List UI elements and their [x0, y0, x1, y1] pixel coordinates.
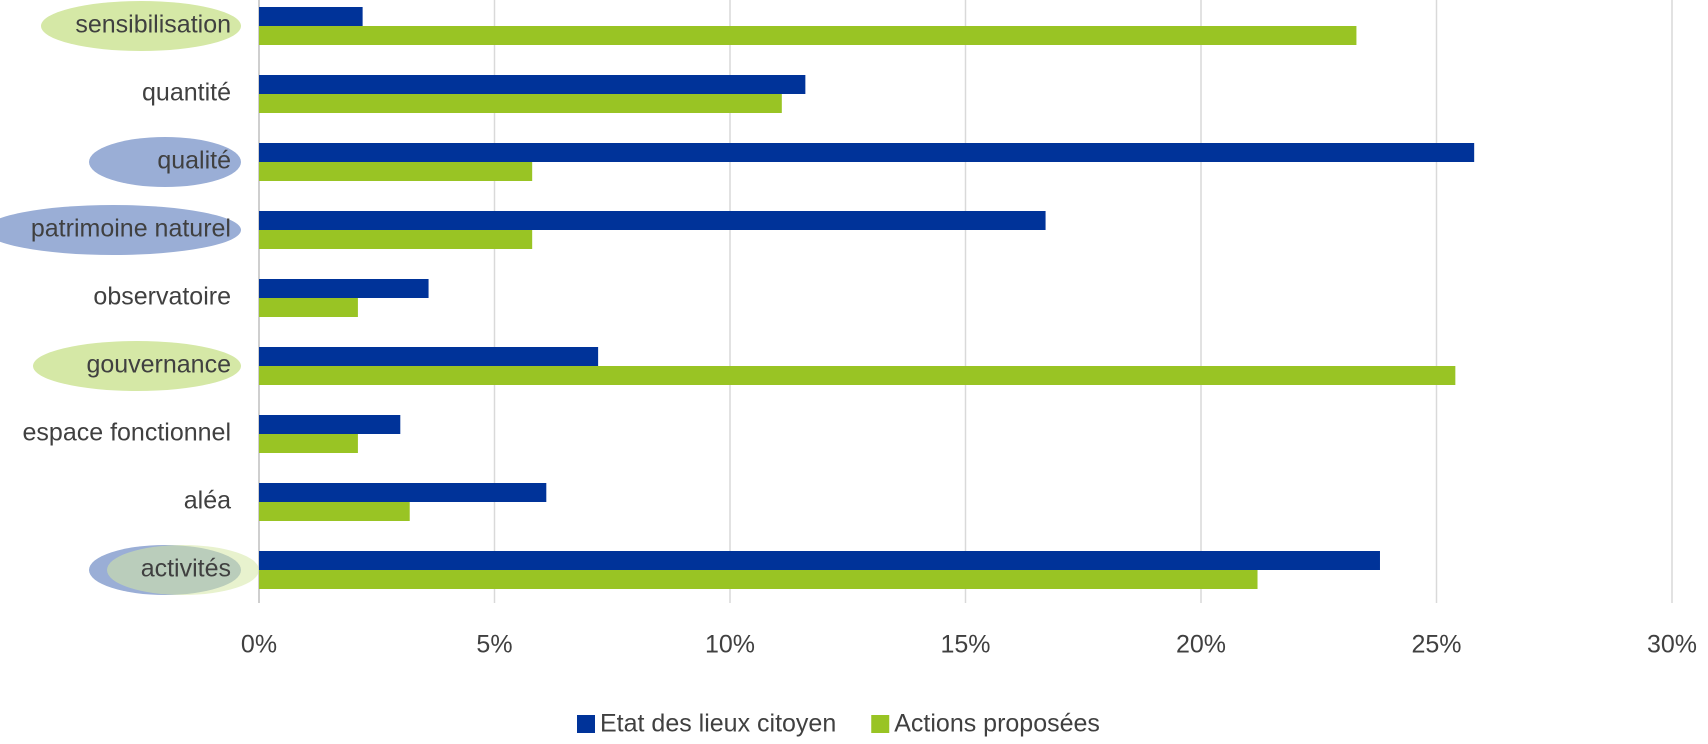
label-highlight [107, 545, 259, 595]
bar [259, 26, 1357, 45]
legend-label: Etat des lieux citoyen [600, 710, 836, 738]
bar [259, 502, 410, 521]
bar [259, 551, 1380, 570]
bar [259, 7, 363, 26]
y-tick-label: sensibilisation [75, 11, 231, 39]
x-tick-label: 30% [1647, 631, 1697, 659]
label-highlight [89, 137, 241, 187]
y-tick-label: observatoire [93, 283, 231, 311]
y-tick-label: espace fonctionnel [23, 419, 231, 447]
y-tick-label: qualité [157, 147, 231, 175]
x-tick-label: 20% [1176, 631, 1226, 659]
y-tick-label: aléa [184, 487, 231, 515]
bar [259, 298, 358, 317]
bar [259, 211, 1046, 230]
y-tick-label: patrimoine naturel [31, 215, 231, 243]
label-highlight [41, 1, 241, 51]
bar [259, 143, 1475, 162]
y-tick-label: gouvernance [86, 351, 231, 379]
x-tick-label: 0% [241, 631, 277, 659]
x-tick-label: 5% [476, 631, 512, 659]
legend-swatch [577, 715, 595, 733]
y-tick-label: activités [141, 555, 231, 583]
bar [259, 75, 806, 94]
label-highlight [0, 205, 241, 255]
bar [259, 434, 358, 453]
bar [259, 279, 429, 298]
y-tick-label: quantité [142, 79, 231, 107]
bar [259, 347, 599, 366]
bar [259, 570, 1258, 589]
bar [259, 483, 547, 502]
bar [259, 230, 533, 249]
bar [259, 94, 782, 113]
label-highlight [33, 341, 241, 391]
legend-label: Actions proposées [894, 710, 1100, 738]
legend-swatch [871, 715, 890, 733]
x-tick-label: 25% [1411, 631, 1461, 659]
bar [259, 162, 533, 181]
bar [259, 415, 401, 434]
x-tick-label: 15% [940, 631, 990, 659]
bar [259, 366, 1456, 385]
x-tick-label: 10% [705, 631, 755, 659]
